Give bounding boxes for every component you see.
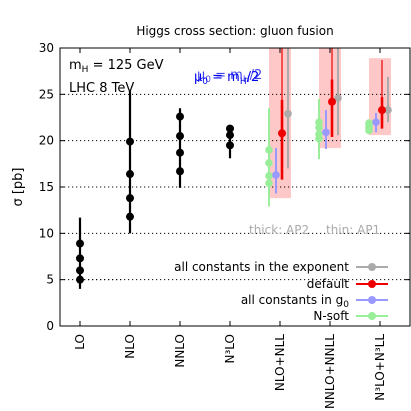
g0-point	[322, 128, 330, 137]
thick-note: thick: AP2	[249, 223, 309, 237]
y-axis-label: σ [pb]	[11, 167, 26, 206]
legend-marker	[368, 263, 376, 271]
fixed-order-point	[76, 239, 84, 248]
default-point	[378, 106, 386, 115]
x-tick-label: N³LO	[223, 334, 237, 364]
fixed-order-point	[126, 170, 134, 179]
fixed-order-point	[126, 212, 134, 221]
collider-annotation: LHC 8 TeV	[69, 81, 134, 96]
fixed-order-point	[176, 148, 184, 157]
y-tick-label: 25	[39, 87, 54, 101]
nsoft-point	[265, 172, 273, 180]
legend-label: all constants in g0	[241, 293, 349, 310]
legend-marker	[368, 280, 376, 288]
y-tick-label: 15	[39, 180, 54, 194]
fixed-order-point	[76, 275, 84, 284]
uncertainty-bands	[269, 48, 391, 199]
fixed-order-point	[226, 124, 234, 133]
x-tick-label: NNLO	[173, 334, 187, 368]
scale-annotation: μ0 = mH/2 μ0 = mH/2	[194, 68, 262, 87]
legend-label: default	[307, 277, 350, 291]
grid-lines	[60, 93, 410, 281]
legend-label: all constants in the exponent	[174, 260, 349, 274]
nsoft-point	[315, 130, 323, 138]
legend-marker	[368, 296, 376, 304]
fixed-order-point	[176, 167, 184, 176]
fixed-order-point	[76, 254, 84, 263]
mass-annotation: mH = 125 GeV	[69, 58, 164, 75]
exponent-point	[284, 109, 292, 118]
fixed-order-point	[176, 132, 184, 141]
default-point	[328, 97, 336, 106]
chart-title: Higgs cross section: gluon fusion	[136, 24, 333, 38]
default-point	[278, 129, 286, 138]
legend: all constants in the exponent default all …	[174, 260, 388, 323]
y-tick-label: 20	[39, 134, 54, 148]
fixed-order-point	[126, 194, 134, 203]
nsoft-point	[315, 118, 323, 126]
y-tick-label: 30	[39, 41, 54, 55]
y-tick-label: 10	[39, 226, 54, 240]
default-uncertainty-band	[269, 48, 291, 199]
exponent-point	[334, 94, 342, 102]
legend-label: N-soft	[313, 309, 349, 323]
g0-point	[272, 171, 280, 179]
fixed-order-point	[126, 137, 134, 146]
legend-marker	[368, 312, 376, 320]
g0-point	[372, 118, 380, 126]
fixed-order-point	[226, 141, 234, 150]
svg-text:μ0 = mH/2: μ0 = mH/2	[197, 68, 262, 85]
default-uncertainty-band	[319, 48, 341, 149]
x-tick-label: NLO	[123, 334, 137, 359]
exponent-point	[384, 106, 392, 114]
x-axis: LO NLO NNLO N³LO NLO+NLL NNLO+NNLL N³LO+N³LL	[73, 48, 387, 409]
data-marks	[76, 48, 392, 289]
y-tick-label: 5	[46, 273, 54, 287]
x-tick-label: NNLO+NNLL	[323, 334, 337, 409]
nsoft-point	[365, 119, 373, 127]
nsoft-point	[265, 146, 273, 154]
x-tick-label: NLO+NLL	[273, 334, 287, 391]
y-axis: 0 5 10 15 20 25 30	[39, 41, 410, 333]
default-uncertainty-band	[369, 58, 391, 136]
x-tick-label: LO	[73, 334, 87, 350]
fixed-order-point	[176, 112, 184, 121]
svg-text:μ0 = mH/2: μ0 = mH/2	[194, 70, 259, 87]
fixed-order-point	[226, 131, 234, 140]
fixed-order-point	[76, 266, 84, 275]
y-tick-label: 0	[46, 319, 54, 333]
nsoft-point	[265, 179, 273, 188]
thin-note: thin: AP1	[326, 223, 380, 237]
nsoft-point	[265, 159, 273, 167]
x-tick-label: N³LO+N³LL	[373, 334, 387, 401]
nsoft-point	[315, 123, 323, 132]
